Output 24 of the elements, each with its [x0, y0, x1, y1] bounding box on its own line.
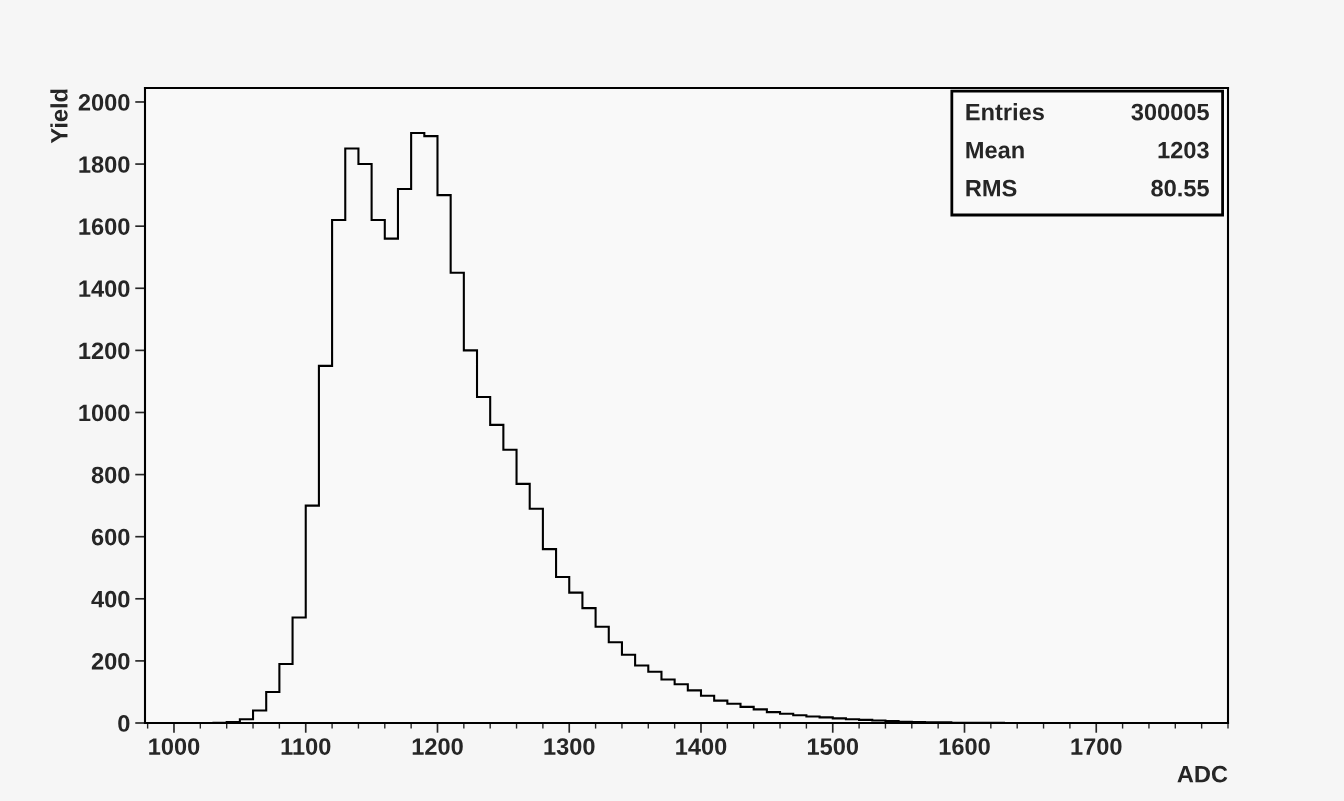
- y-axis-title: Yield: [50, 89, 68, 144]
- y-tick-label: 200: [91, 652, 130, 670]
- y-tick-label: 1600: [79, 218, 130, 235]
- x-tick-label: 1400: [676, 738, 727, 755]
- text: RMS 80.55: [966, 179, 1209, 197]
- y-tick-label: 1200: [79, 342, 130, 360]
- x-tick-label: 1100: [281, 738, 331, 755]
- y-tick-label: 1400: [79, 280, 130, 298]
- x-tick-label: 1500: [807, 738, 859, 755]
- y-tick-label: 2000: [78, 94, 130, 111]
- y-tick-label: 0: [118, 715, 130, 732]
- y-tick-label: 600: [91, 528, 130, 546]
- text: Entries 300005: [966, 103, 1209, 121]
- x-tick-label: 1000: [149, 738, 200, 755]
- y-tick-label: 800: [91, 466, 130, 484]
- y-tick-label: 1800: [79, 156, 130, 173]
- text: Mean 1203: [966, 141, 1209, 159]
- y-tick-label: 400: [91, 590, 130, 608]
- x-tick-label: 1700: [1071, 738, 1122, 755]
- x-axis-title: ADC: [1177, 765, 1228, 783]
- x-tick-label: 1300: [544, 738, 595, 755]
- x-tick-label: 1600: [939, 738, 990, 755]
- x-tick-label: 1200: [412, 738, 463, 755]
- y-tick-label: 1000: [79, 404, 130, 422]
